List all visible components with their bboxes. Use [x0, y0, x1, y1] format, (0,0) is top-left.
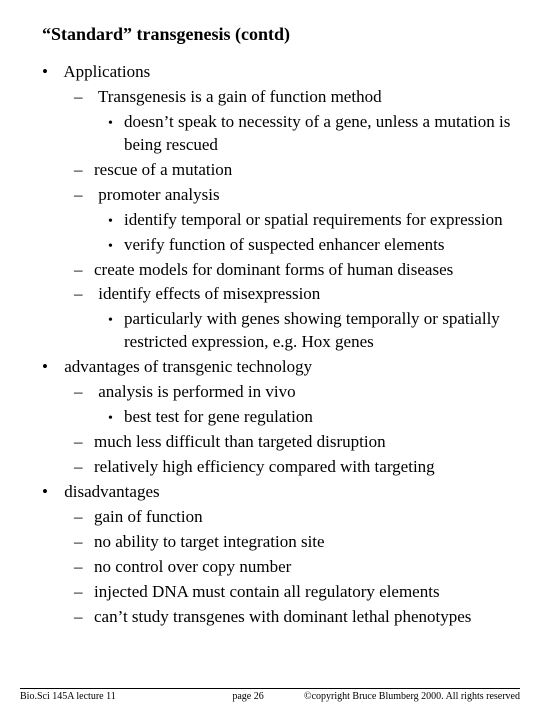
list-item: injected DNA must contain all regulatory… [60, 581, 520, 604]
list-item-text: no control over copy number [94, 557, 291, 576]
list-item-text: identify effects of misexpression [98, 284, 320, 303]
list-item-text: Transgenesis is a gain of function metho… [98, 87, 382, 106]
list-item: best test for gene regulation [94, 406, 520, 429]
list-item: create models for dominant forms of huma… [60, 259, 520, 282]
list-item-text: can’t study transgenes with dominant let… [94, 607, 471, 626]
list-item-text: advantages of transgenic technology [64, 357, 312, 376]
list-item: identify effects of misexpression partic… [60, 283, 520, 354]
list-item-text: gain of function [94, 507, 203, 526]
list-item-text: much less difficult than targeted disrup… [94, 432, 386, 451]
list-item-text: rescue of a mutation [94, 160, 232, 179]
list-item-text: particularly with genes showing temporal… [124, 309, 500, 351]
list-item-text: injected DNA must contain all regulatory… [94, 582, 440, 601]
list-item-text: analysis is performed in vivo [98, 382, 295, 401]
list-item-text: disadvantages [64, 482, 159, 501]
footer-page: page 26 [232, 691, 263, 702]
bullet-list: Applications Transgenesis is a gain of f… [20, 61, 520, 629]
list-item: much less difficult than targeted disrup… [60, 431, 520, 454]
slide-body: “Standard” transgenesis (contd) Applicat… [0, 0, 540, 629]
list-item: promoter analysis identify temporal or s… [60, 184, 520, 257]
footer-copyright: ©copyright Bruce Blumberg 2000. All righ… [304, 691, 520, 702]
list-item: relatively high efficiency compared with… [60, 456, 520, 479]
list-item-text: relatively high efficiency compared with… [94, 457, 435, 476]
list-item-text: verify function of suspected enhancer el… [124, 235, 445, 254]
list-item: no ability to target integration site [60, 531, 520, 554]
list-item: no control over copy number [60, 556, 520, 579]
list-item: Applications Transgenesis is a gain of f… [20, 61, 520, 354]
footer-left: Bio.Sci 145A lecture 11 [20, 691, 116, 702]
slide-title: “Standard” transgenesis (contd) [42, 24, 520, 45]
list-item: gain of function [60, 506, 520, 529]
list-item-text: Applications [63, 62, 150, 81]
list-item: Transgenesis is a gain of function metho… [60, 86, 520, 157]
list-item: identify temporal or spatial requirement… [94, 209, 520, 232]
list-item: disadvantages gain of function no abilit… [20, 481, 520, 629]
list-item-text: doesn’t speak to necessity of a gene, un… [124, 112, 510, 154]
list-item: analysis is performed in vivo best test … [60, 381, 520, 429]
list-item: doesn’t speak to necessity of a gene, un… [94, 111, 520, 157]
footer: Bio.Sci 145A lecture 11 page 26 ©copyrig… [20, 688, 520, 702]
list-item-text: no ability to target integration site [94, 532, 325, 551]
list-item-text: identify temporal or spatial requirement… [124, 210, 503, 229]
list-item: can’t study transgenes with dominant let… [60, 606, 520, 629]
list-item: rescue of a mutation [60, 159, 520, 182]
list-item-text: promoter analysis [98, 185, 219, 204]
list-item: advantages of transgenic technology anal… [20, 356, 520, 479]
list-item-text: create models for dominant forms of huma… [94, 260, 453, 279]
list-item: particularly with genes showing temporal… [94, 308, 520, 354]
list-item-text: best test for gene regulation [124, 407, 313, 426]
list-item: verify function of suspected enhancer el… [94, 234, 520, 257]
